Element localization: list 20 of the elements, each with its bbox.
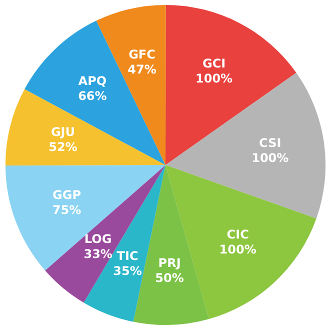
slice-label: GJU (50, 125, 76, 140)
slice-label: APQ (78, 74, 107, 88)
slice-label: LOG (84, 232, 112, 246)
data-label: 47% (128, 62, 156, 77)
data-label: 100% (252, 150, 289, 165)
data-label: 100% (219, 242, 256, 256)
data-label: 52% (48, 140, 78, 154)
data-label: 50% (155, 271, 184, 286)
slice-label: GGP (52, 188, 82, 202)
slice-label: GFC (128, 48, 156, 62)
data-label: 66% (78, 89, 107, 104)
data-label: 33% (84, 246, 112, 261)
slice-label: CIC (226, 227, 250, 242)
data-label: 35% (113, 264, 142, 278)
data-label: 75% (52, 202, 82, 217)
slice-label: GCI (202, 56, 226, 71)
slice-label: CSI (259, 136, 282, 150)
data-label: 100% (196, 72, 233, 86)
slice-label: TIC (116, 249, 138, 264)
slice-label: PRJ (158, 256, 181, 270)
